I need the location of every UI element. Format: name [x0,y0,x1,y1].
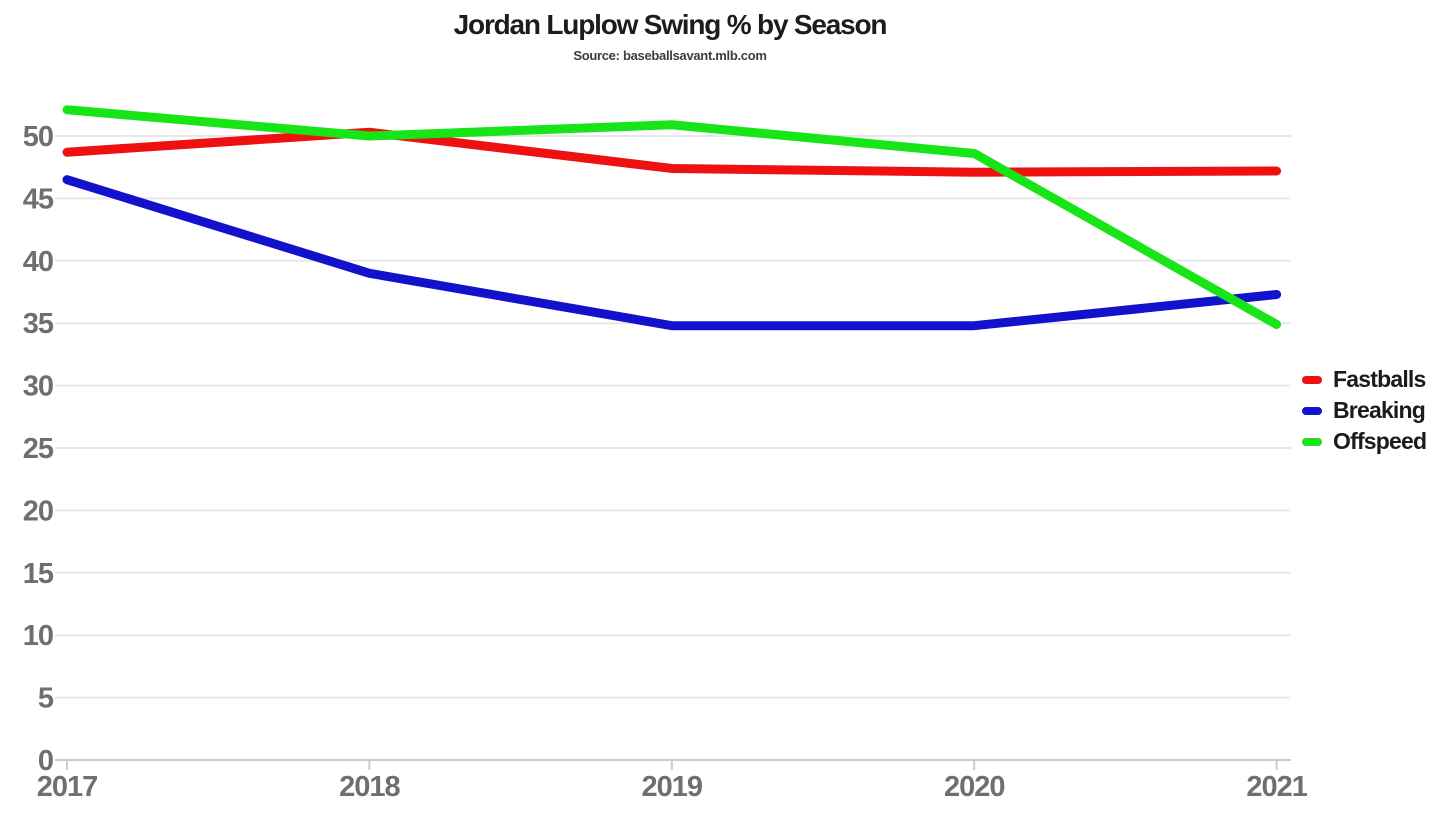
x-tick-label: 2021 [1246,771,1307,803]
legend: Fastballs Breaking Offspeed [1302,364,1427,457]
legend-label-fastballs: Fastballs [1333,366,1426,392]
y-tick-label: 40 [23,246,53,278]
x-tick-label: 2018 [339,771,400,803]
legend-label-offspeed: Offspeed [1333,428,1427,454]
y-tick-label: 50 [23,121,53,153]
offspeed-line-swatch-icon [1302,437,1322,446]
legend-item-offspeed: Offspeed [1302,426,1427,457]
series-line-breaking [62,175,1282,331]
legend-label-breaking: Breaking [1333,397,1426,423]
x-tick-label: 2020 [944,771,1005,803]
y-tick-label: 10 [23,620,53,652]
series-line-offspeed [62,105,1282,329]
y-tick-label: 20 [23,495,53,527]
series-line-fastballs [62,127,1282,177]
legend-item-fastballs: Fastballs [1302,364,1426,395]
fastballs-line-swatch-icon [1302,375,1322,384]
chart-subtitle: Source: baseballsavant.mlb.com [573,48,767,63]
y-tick-label: 45 [23,183,54,215]
chart-title: Jordan Luplow Swing % by Season [453,9,888,40]
y-tick-label: 30 [23,371,53,403]
y-tick-label: 35 [23,308,54,340]
x-tick-label: 2019 [642,771,703,803]
y-tick-label: 0 [38,745,53,777]
legend-item-breaking: Breaking [1302,395,1426,426]
x-tick-label: 2017 [37,771,98,803]
y-tick-label: 25 [23,433,54,465]
y-tick-label: 5 [38,683,54,715]
y-tick-label: 15 [23,558,54,590]
breaking-line-swatch-icon [1302,406,1322,415]
